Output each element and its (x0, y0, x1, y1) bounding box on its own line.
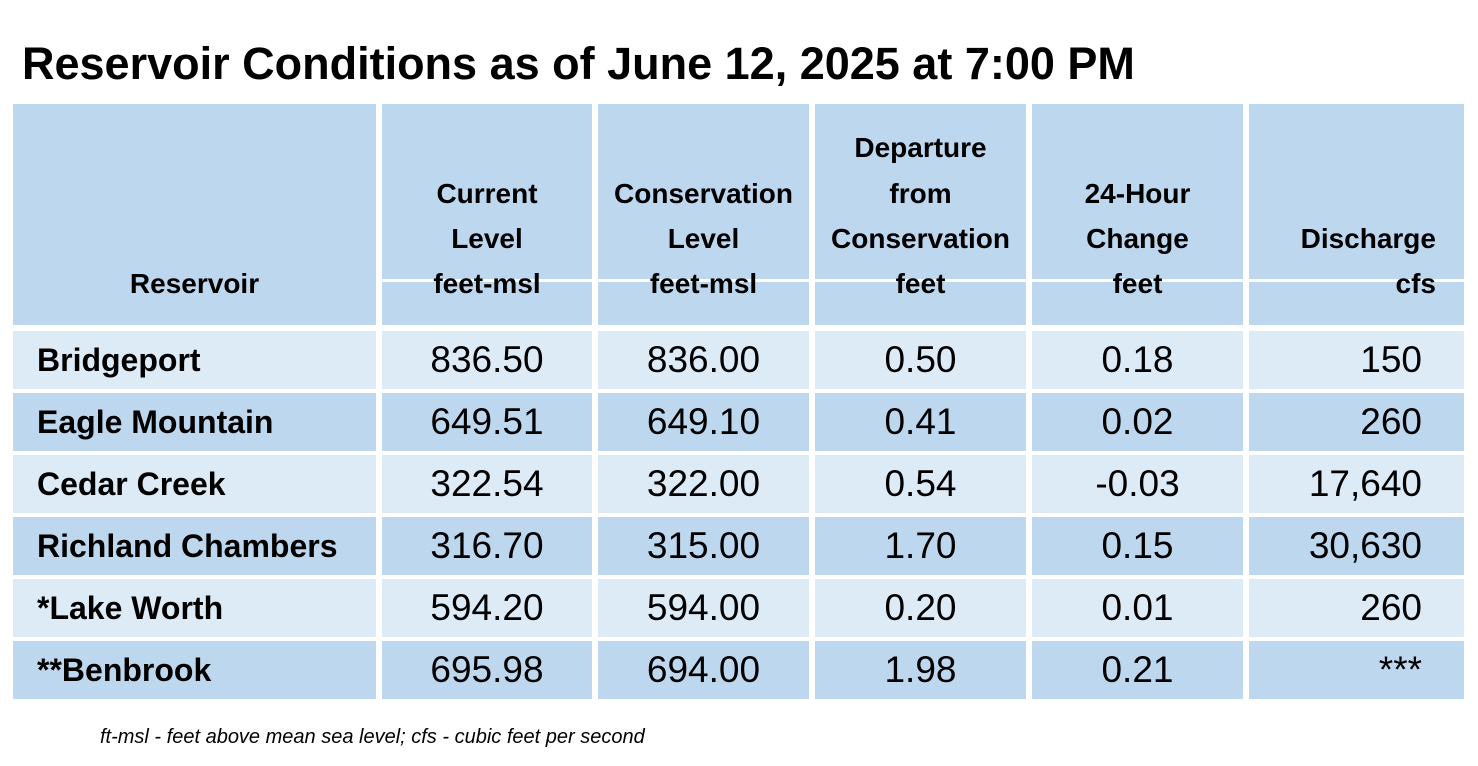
column-header-text: Current (436, 178, 538, 209)
table-body: Bridgeport 836.50 836.00 0.50 0.18 150 Eagle M… (13, 331, 1464, 701)
header-cell-bg (382, 104, 592, 279)
header-cell-bg (1032, 104, 1243, 279)
cell-current: 316.70 (382, 517, 592, 575)
reservoir-name: Bridgeport (13, 331, 376, 389)
table-row: Bridgeport 836.50 836.00 0.50 0.18 150 (13, 331, 1464, 391)
column-header-text: feet (895, 268, 946, 299)
header-cell-bg (1249, 104, 1464, 279)
header-cell-bg (598, 104, 809, 279)
column-header-text: Conservation (614, 178, 793, 209)
cell-current: 695.98 (382, 641, 592, 699)
cell-departure: 1.70 (815, 517, 1026, 575)
column-header-text: feet (1112, 268, 1163, 299)
cell-departure: 0.41 (815, 393, 1026, 451)
cell-current: 836.50 (382, 331, 592, 389)
cell-conservation: 649.10 (598, 393, 809, 451)
cell-departure: 0.20 (815, 579, 1026, 637)
cell-departure: 1.98 (815, 641, 1026, 699)
cell-conservation: 836.00 (598, 331, 809, 389)
column-header-text: Level (667, 223, 740, 254)
header-unit-bg (1032, 282, 1243, 325)
page-title: Reservoir Conditions as of June 12, 2025… (22, 38, 1135, 89)
column-header-text: Level (451, 223, 523, 254)
cell-discharge: 150 (1249, 331, 1464, 389)
footnote: ft-msl - feet above mean sea level; cfs … (100, 726, 645, 748)
table-row: Eagle Mountain 649.51 649.10 0.41 0.02 260 (13, 393, 1464, 453)
reservoir-name: *Lake Worth (13, 579, 376, 637)
cell-discharge: 17,640 (1249, 455, 1464, 513)
column-header-text: Conservation (831, 223, 1010, 254)
cell-change: 0.18 (1032, 331, 1243, 389)
column-header-text: cfs (1395, 268, 1436, 299)
table-row: Cedar Creek 322.54 322.00 0.54 -0.03 17,640 (13, 455, 1464, 515)
reservoir-name: Richland Chambers (13, 517, 376, 575)
column-header-text: Discharge (1300, 223, 1436, 254)
cell-discharge: *** (1249, 641, 1464, 699)
cell-departure: 0.50 (815, 331, 1026, 389)
cell-discharge: 30,630 (1249, 517, 1464, 575)
cell-conservation: 694.00 (598, 641, 809, 699)
cell-change: 0.15 (1032, 517, 1243, 575)
column-header-text: Reservoir (129, 268, 260, 299)
cell-current: 594.20 (382, 579, 592, 637)
table-header: Reservoir Current Level feet-msl Conservatio… (13, 104, 1464, 325)
column-header-text: feet-msl (649, 268, 758, 299)
table-row: *Lake Worth 594.20 594.00 0.20 0.01 260 (13, 579, 1464, 639)
reservoir-name: **Benbrook (13, 641, 376, 699)
column-header-text: Change (1086, 223, 1189, 254)
header-unit-bg (815, 282, 1026, 325)
cell-conservation: 322.00 (598, 455, 809, 513)
header-cell-bg (815, 104, 1026, 279)
cell-departure: 0.54 (815, 455, 1026, 513)
reservoir-name: Cedar Creek (13, 455, 376, 513)
header-unit-bg (1249, 282, 1464, 325)
column-header-text: Departure (854, 132, 987, 163)
cell-current: 649.51 (382, 393, 592, 451)
cell-discharge: 260 (1249, 393, 1464, 451)
cell-current: 322.54 (382, 455, 592, 513)
table-row: **Benbrook 695.98 694.00 1.98 0.21 *** (13, 641, 1464, 701)
header-unit-bg (382, 282, 592, 325)
cell-conservation: 594.00 (598, 579, 809, 637)
cell-change: 0.21 (1032, 641, 1243, 699)
cell-change: 0.01 (1032, 579, 1243, 637)
reservoir-name: Eagle Mountain (13, 393, 376, 451)
column-header-text: 24-Hour (1084, 178, 1191, 209)
reservoir-table: Reservoir Current Level feet-msl Conservatio… (13, 104, 1464, 701)
table-row: Richland Chambers 316.70 315.00 1.70 0.15 30,… (13, 517, 1464, 577)
cell-discharge: 260 (1249, 579, 1464, 637)
cell-change: -0.03 (1032, 455, 1243, 513)
cell-conservation: 315.00 (598, 517, 809, 575)
column-header-text: from (889, 178, 952, 209)
cell-change: 0.02 (1032, 393, 1243, 451)
header-cell-bg (13, 104, 376, 325)
column-header-text: feet-msl (433, 268, 541, 299)
header-unit-bg (598, 282, 809, 325)
